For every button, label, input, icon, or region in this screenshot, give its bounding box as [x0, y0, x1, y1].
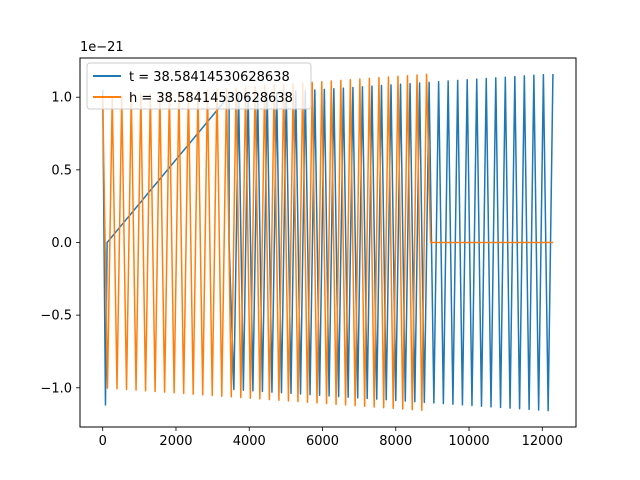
legend-box: [86, 62, 312, 110]
y-tick-label: 0.0: [51, 236, 72, 251]
legend-label-h: h = 38.58414530628638: [129, 91, 293, 106]
legend-label-t: t = 38.58414530628638: [129, 70, 290, 85]
y-tick-label: −1.0: [40, 381, 72, 396]
x-tick-label: 0: [99, 434, 107, 449]
y-tick-label: 1.0: [51, 91, 72, 106]
y-tick-label: −0.5: [40, 309, 72, 324]
x-tick-label: 10000: [448, 434, 489, 449]
x-tick-label: 12000: [522, 434, 563, 449]
y-offset-label: 1e−21: [80, 40, 124, 55]
series-line-1: [101, 73, 554, 412]
y-tick-label: 0.5: [51, 163, 72, 178]
x-tick-label: 6000: [306, 434, 339, 449]
y-axis: −1.0 −0.5 0.0 0.5 1.0: [40, 91, 80, 396]
x-tick-label: 8000: [379, 434, 412, 449]
x-tick-label: 2000: [159, 434, 192, 449]
x-axis: 0 2000 4000 6000 8000 10000 12000: [99, 427, 563, 449]
legend: t = 38.58414530628638 h = 38.58414530628…: [86, 62, 312, 110]
x-tick-label: 4000: [233, 434, 266, 449]
